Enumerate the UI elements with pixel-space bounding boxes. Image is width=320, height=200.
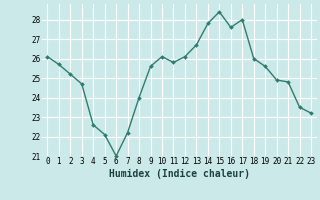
- X-axis label: Humidex (Indice chaleur): Humidex (Indice chaleur): [109, 169, 250, 179]
